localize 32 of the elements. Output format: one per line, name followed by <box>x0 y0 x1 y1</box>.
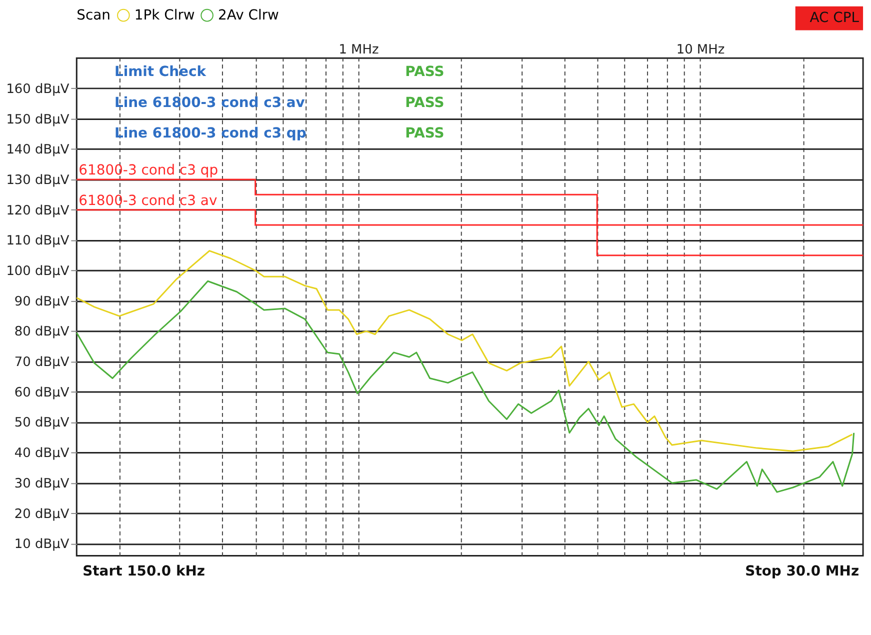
annotation: PASS <box>405 64 444 80</box>
y-tick-label: 150 dBµV <box>6 112 70 128</box>
annotation: PASS <box>405 94 444 111</box>
y-tick-label: 30 dBµV <box>14 476 70 492</box>
y-tick-label: 60 dBµV <box>14 385 70 400</box>
y-tick-label: 110 dBµV <box>6 234 70 249</box>
text: Start 150.0 kHz <box>82 564 205 580</box>
annotation: Limit Check <box>114 64 207 80</box>
y-tick-label: 120 dBµV <box>6 203 70 218</box>
y-tick-label: 80 dBµV <box>14 324 70 340</box>
y-tick-label: 90 dBµV <box>14 294 70 310</box>
y-tick-label: 20 dBµV <box>14 506 70 522</box>
y-tick-label: 130 dBµV <box>6 172 70 188</box>
series-label: 61800-3 cond c3 qp <box>78 162 218 178</box>
x-tick-label: 10 MHz <box>676 42 725 58</box>
text: Stop 30.0 MHz <box>745 564 860 580</box>
annotation: PASS <box>405 126 444 142</box>
y-tick-label: 50 dBµV <box>14 416 70 431</box>
legend-label: 2Av Clrw <box>218 7 279 24</box>
annotation: Line 61800-3 cond c3 qp <box>114 126 306 142</box>
y-tick-label: 100 dBµV <box>6 264 70 279</box>
text: AC CPL <box>810 10 860 26</box>
legend-label: 1Pk Clrw <box>134 7 195 24</box>
y-tick-label: 10 dBµV <box>14 537 70 552</box>
x-tick-label: 1 MHz <box>338 42 379 58</box>
y-tick-label: 140 dBµV <box>6 142 70 158</box>
y-tick-label: 40 dBµV <box>14 446 70 462</box>
y-tick-label: 160 dBµV <box>6 82 70 97</box>
series-label: 61800-3 cond c3 av <box>78 192 218 209</box>
y-tick-label: 70 dBµV <box>14 355 70 370</box>
annotation: Line 61800-3 cond c3 av <box>114 94 305 111</box>
legend-title: Scan <box>76 7 111 24</box>
